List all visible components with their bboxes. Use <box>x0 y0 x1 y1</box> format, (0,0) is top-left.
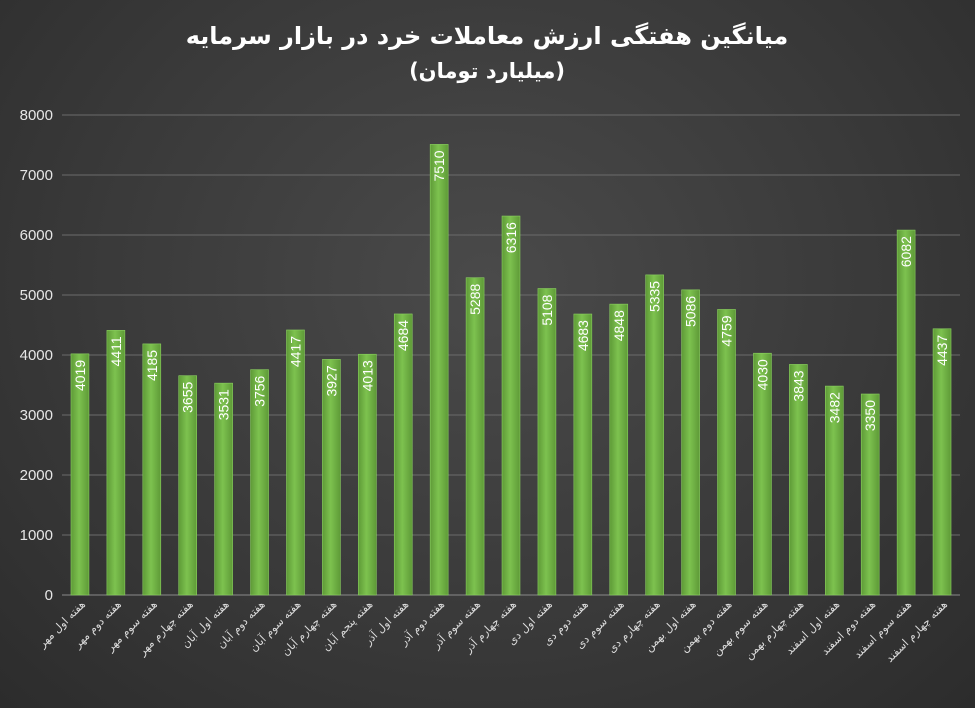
bar <box>465 277 485 596</box>
bar <box>573 313 593 596</box>
data-label: 3482 <box>826 392 842 423</box>
y-tick-label: 7000 <box>20 167 53 184</box>
bar <box>824 385 844 596</box>
data-label: 4185 <box>144 350 160 381</box>
data-label: 7510 <box>431 150 447 181</box>
bar <box>286 329 305 596</box>
data-labels: 4019 4411 4185 3655 3531 3756 4417 3927 4013 4684… <box>72 150 950 431</box>
data-label: 4013 <box>359 360 375 391</box>
bar <box>393 313 413 596</box>
bar <box>322 359 341 596</box>
data-label: 6316 <box>503 222 519 253</box>
data-label: 3843 <box>790 370 806 401</box>
bar <box>178 375 198 596</box>
y-tick-label: 8000 <box>20 107 53 124</box>
data-label: 4684 <box>395 320 411 351</box>
data-label: 4019 <box>72 360 88 391</box>
bar <box>142 343 162 596</box>
y-tick-label: 3000 <box>20 407 53 424</box>
bar <box>932 328 952 596</box>
data-label: 3927 <box>323 365 339 396</box>
bar <box>860 393 880 596</box>
y-axis-ticks: 0 1000 2000 3000 4000 5000 6000 7000 8000 <box>20 107 53 604</box>
data-label: 4683 <box>575 320 591 351</box>
data-label: 5335 <box>647 281 663 312</box>
data-label: 3655 <box>180 381 196 412</box>
data-label: 3531 <box>216 389 232 420</box>
data-label: 4417 <box>287 336 303 367</box>
y-tick-label: 2000 <box>20 467 53 484</box>
bar <box>609 303 629 596</box>
bars <box>70 144 952 596</box>
bar <box>681 289 700 596</box>
bar <box>896 229 916 596</box>
y-tick-label: 5000 <box>20 287 53 304</box>
data-label: 4030 <box>754 359 770 390</box>
bar <box>214 382 233 596</box>
y-tick-label: 4000 <box>20 347 53 364</box>
data-label: 4759 <box>719 315 735 346</box>
bar <box>429 144 449 596</box>
bar <box>358 353 377 596</box>
y-tick-label: 1000 <box>20 527 53 544</box>
bar <box>645 274 664 596</box>
data-label: 5288 <box>467 284 483 315</box>
bar <box>537 288 557 596</box>
y-tick-label: 0 <box>45 587 53 604</box>
data-label: 6082 <box>898 236 914 267</box>
data-label: 4411 <box>108 336 124 366</box>
y-tick-label: 6000 <box>20 227 53 244</box>
category-label: هفته چهارم اسفند <box>883 598 950 665</box>
bar <box>753 352 772 596</box>
data-label: 4848 <box>611 310 627 341</box>
data-label: 5108 <box>539 294 555 325</box>
data-label: 3756 <box>252 375 268 406</box>
bar <box>106 330 126 596</box>
data-label: 3350 <box>862 400 878 431</box>
bar <box>70 353 90 596</box>
data-label: 5086 <box>683 296 699 327</box>
bar <box>501 215 521 596</box>
data-label: 4437 <box>934 335 950 366</box>
bar <box>250 369 269 596</box>
chart-title: میانگین هفتگی ارزش معاملات خرد در بازار … <box>186 22 789 50</box>
chart-subtitle: (میلیارد تومان) <box>409 59 565 83</box>
bar <box>717 309 736 596</box>
bar <box>789 364 808 596</box>
